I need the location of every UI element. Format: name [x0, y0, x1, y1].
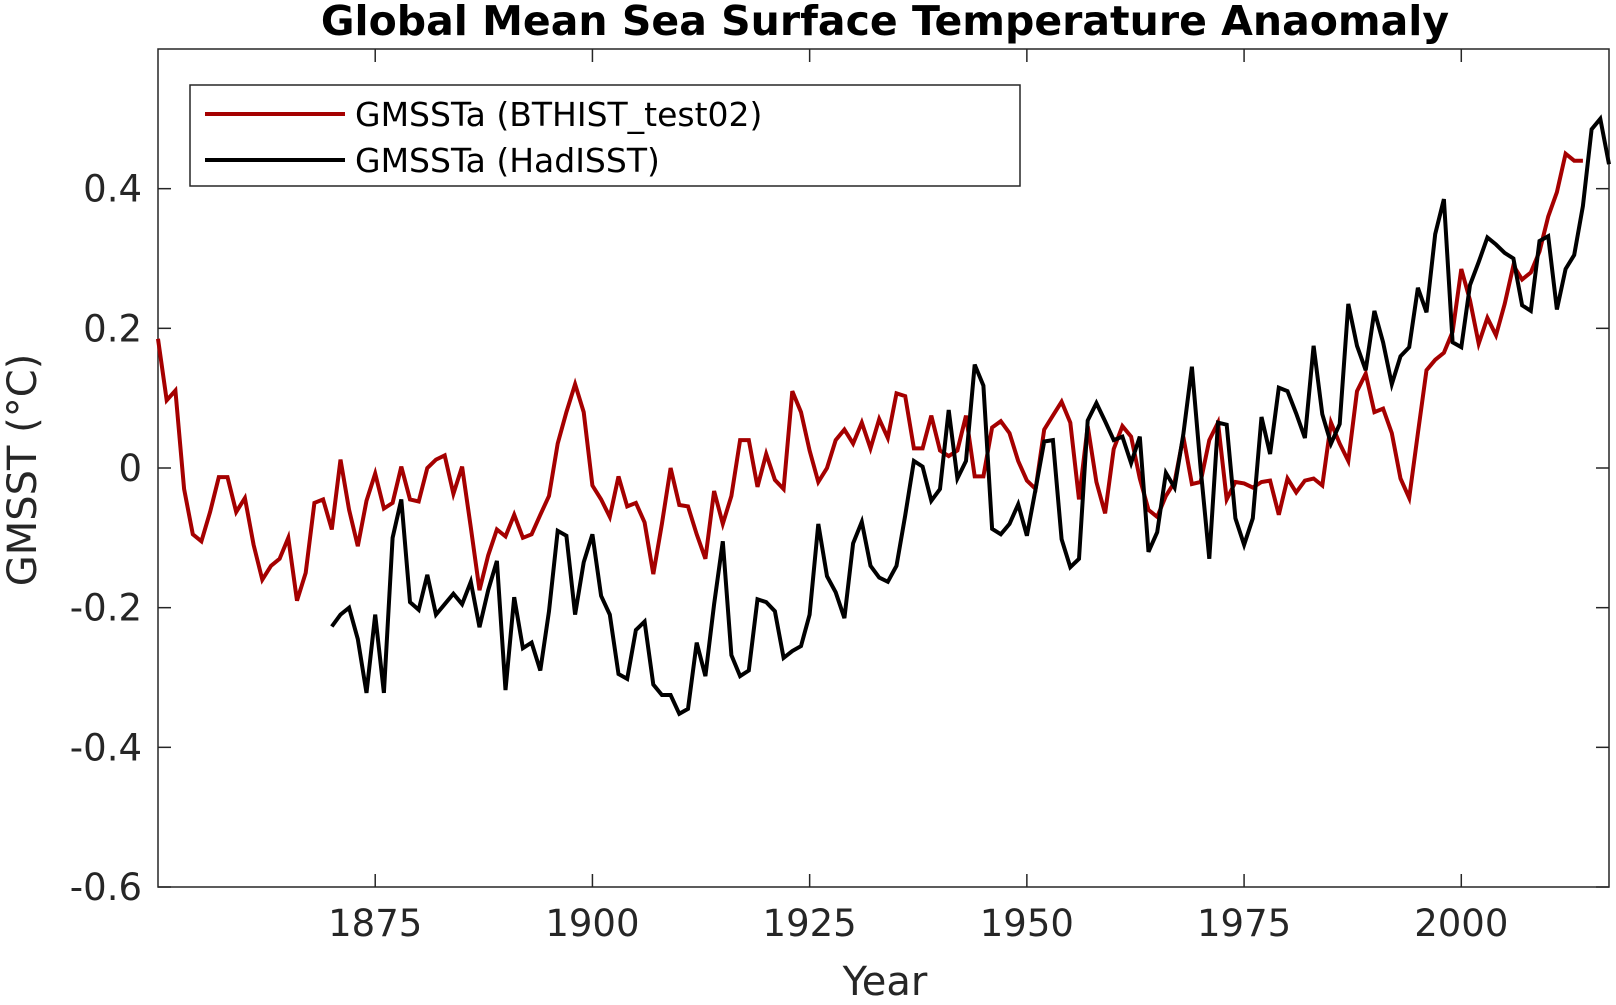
x-tick-label: 1900	[545, 902, 639, 945]
legend: GMSSTa (BTHIST_test02) GMSSTa (HadISST)	[189, 84, 1021, 187]
legend-label-series-2: GMSSTa (HadISST)	[355, 141, 660, 180]
y-tick-label: 0	[118, 447, 142, 490]
y-tick-label: 0.4	[83, 168, 142, 211]
series-layer	[156, 114, 1611, 717]
legend-box	[189, 84, 1021, 187]
y-tick-label: 0.2	[83, 307, 142, 350]
y-tick-label: -0.2	[70, 587, 142, 630]
chart-title: Global Mean Sea Surface Temperature Anao…	[321, 0, 1449, 45]
x-tick-label: 1950	[980, 902, 1074, 945]
y-tick-label: -0.6	[70, 866, 142, 909]
x-tick-label: 2000	[1414, 902, 1508, 945]
x-tick-label: 1875	[328, 902, 422, 945]
y-axis: 0.4 0.2 0 -0.2 -0.4 -0.6	[70, 168, 1609, 909]
y-axis-label: GMSST (°C)	[0, 354, 46, 587]
legend-label-series-1: GMSSTa (BTHIST_test02)	[355, 95, 762, 134]
series-line-2	[330, 114, 1611, 717]
x-axis: 1875 1900 1925 1950 1975 2000	[328, 49, 1508, 945]
x-tick-label: 1925	[763, 902, 857, 945]
x-axis-label: Year	[842, 959, 928, 1005]
series-line-1	[156, 150, 1583, 602]
y-tick-label: -0.4	[70, 726, 142, 769]
x-tick-label: 1975	[1197, 902, 1291, 945]
